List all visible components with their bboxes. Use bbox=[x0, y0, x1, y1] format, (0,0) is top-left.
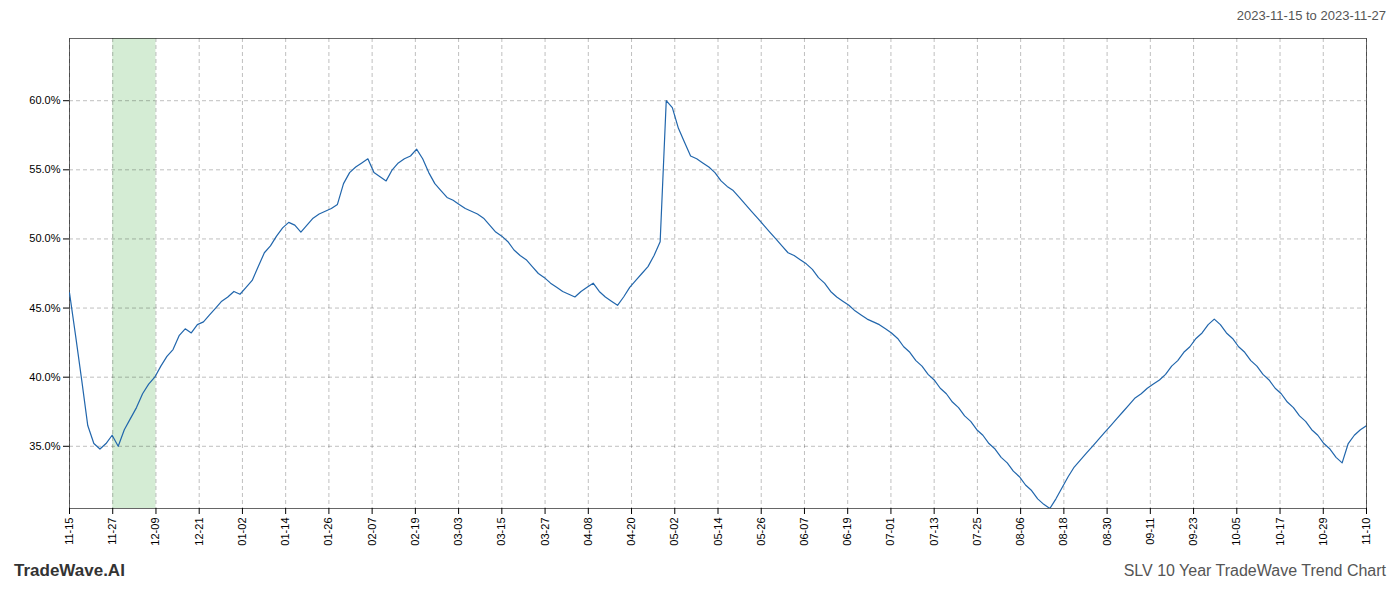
svg-text:05-02: 05-02 bbox=[668, 518, 680, 546]
svg-text:03-15: 03-15 bbox=[495, 518, 507, 546]
svg-text:02-19: 02-19 bbox=[409, 518, 421, 546]
svg-text:10-29: 10-29 bbox=[1317, 518, 1329, 546]
svg-text:12-09: 12-09 bbox=[149, 518, 161, 546]
svg-text:40.0%: 40.0% bbox=[29, 371, 60, 383]
svg-text:01-14: 01-14 bbox=[279, 518, 291, 546]
svg-text:02-07: 02-07 bbox=[366, 518, 378, 546]
svg-text:11-15: 11-15 bbox=[63, 518, 75, 545]
svg-text:05-14: 05-14 bbox=[712, 518, 724, 546]
svg-text:55.0%: 55.0% bbox=[29, 163, 60, 175]
svg-text:04-08: 04-08 bbox=[582, 518, 594, 546]
svg-text:10-17: 10-17 bbox=[1274, 518, 1286, 546]
svg-text:07-01: 07-01 bbox=[884, 518, 896, 546]
svg-text:07-13: 07-13 bbox=[928, 518, 940, 546]
svg-text:08-06: 08-06 bbox=[1014, 518, 1026, 546]
svg-text:04-20: 04-20 bbox=[625, 518, 637, 546]
html-text:SLV 10 Year TradeWave Trend Ch: SLV 10 Year TradeWave Trend Chart bbox=[1123, 562, 1386, 579]
svg-text:05-26: 05-26 bbox=[755, 518, 767, 546]
svg-text:09-23: 09-23 bbox=[1187, 518, 1199, 546]
html-text:TradeWave.AI: TradeWave.AI bbox=[14, 561, 125, 580]
svg-text:06-07: 06-07 bbox=[798, 518, 810, 546]
svg-text:08-30: 08-30 bbox=[1101, 518, 1113, 546]
svg-text:60.0%: 60.0% bbox=[29, 94, 60, 106]
svg-text:11-10: 11-10 bbox=[1360, 518, 1372, 545]
html-text:2023-11-15 to 2023-11-27: 2023-11-15 to 2023-11-27 bbox=[1236, 8, 1386, 23]
svg-text:03-03: 03-03 bbox=[452, 518, 464, 546]
svg-text:08-18: 08-18 bbox=[1057, 518, 1069, 546]
svg-text:01-02: 01-02 bbox=[236, 518, 248, 546]
svg-text:12-21: 12-21 bbox=[193, 518, 205, 546]
svg-text:10-05: 10-05 bbox=[1230, 518, 1242, 546]
svg-text:01-26: 01-26 bbox=[322, 518, 334, 546]
svg-text:50.0%: 50.0% bbox=[29, 232, 60, 244]
svg-text:03-27: 03-27 bbox=[539, 518, 551, 546]
svg-text:07-25: 07-25 bbox=[971, 518, 983, 546]
svg-text:45.0%: 45.0% bbox=[29, 302, 60, 314]
svg-text:11-27: 11-27 bbox=[106, 518, 118, 545]
svg-text:06-19: 06-19 bbox=[841, 518, 853, 546]
svg-text:35.0%: 35.0% bbox=[29, 440, 60, 452]
svg-text:09-11: 09-11 bbox=[1144, 518, 1156, 545]
